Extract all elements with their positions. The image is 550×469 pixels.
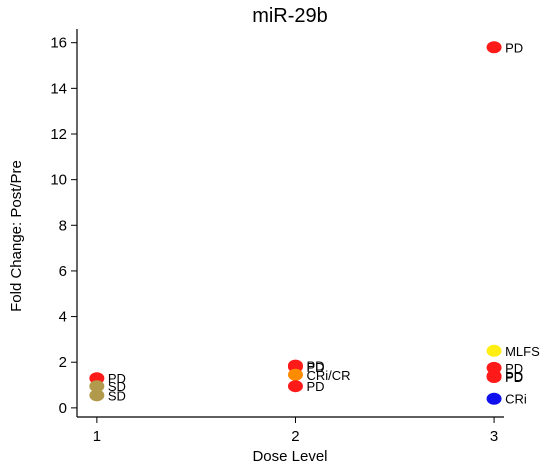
x-tick-label: 3 [490, 428, 498, 445]
y-tick-label: 4 [59, 309, 67, 326]
data-point [287, 380, 303, 393]
data-point [287, 368, 303, 381]
data-point [486, 41, 502, 54]
data-point-label: PD [505, 361, 523, 376]
data-point [89, 380, 105, 393]
y-tick-label: 16 [50, 35, 67, 52]
data-point [486, 344, 502, 357]
data-point [486, 371, 502, 384]
x-tick-label: 2 [291, 428, 299, 445]
data-point-label: PD [306, 379, 324, 394]
y-tick-label: 0 [59, 400, 67, 417]
y-tick-label: 8 [59, 217, 67, 234]
data-point-label: PD [306, 359, 324, 374]
axes [76, 29, 504, 418]
data-point-label: SD [108, 388, 126, 403]
y-tick-label: 10 [50, 172, 67, 189]
data-point-label: PD [505, 370, 523, 385]
data-point-label: PD [306, 360, 324, 375]
data-point [486, 392, 502, 405]
y-tick-label: 12 [50, 126, 67, 143]
y-tick-label: 2 [59, 354, 67, 371]
data-point-label: MLFS [505, 344, 540, 359]
data-point [89, 389, 105, 402]
data-point-label: PD [505, 369, 523, 384]
chart-title: miR-29b [252, 5, 328, 27]
y-tick-label: 6 [59, 263, 67, 280]
data-point-label: SD [108, 379, 126, 394]
x-axis-label: Dose Level [252, 448, 327, 465]
y-axis-label: Fold Change: Post/Pre [8, 160, 25, 312]
x-tick-label: 1 [93, 428, 101, 445]
y-tick-label: 14 [50, 80, 67, 97]
data-point-label: CRi [505, 392, 527, 407]
data-point-label: CRi/CR [306, 368, 350, 383]
data-point-label: PD [505, 40, 523, 55]
data-point-label: PD [108, 371, 126, 386]
